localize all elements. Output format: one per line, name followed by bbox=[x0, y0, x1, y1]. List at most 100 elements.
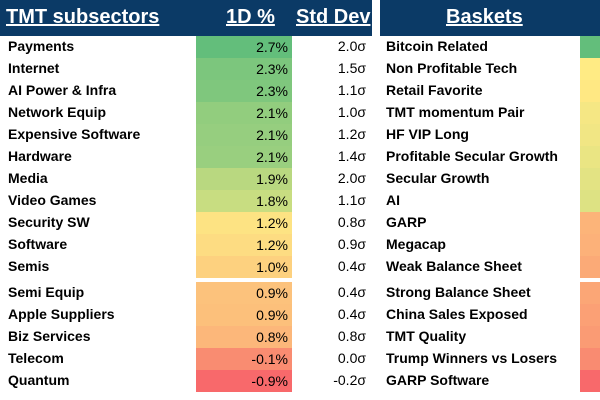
stddev-cell: 2.0σ bbox=[337, 38, 366, 54]
table-row: Telecom -0.1% 0.0σ bbox=[0, 348, 372, 370]
basket-change-swatch bbox=[580, 146, 600, 168]
change-cell: 1.2% bbox=[196, 212, 292, 234]
basket-change-swatch bbox=[580, 304, 600, 326]
basket-change-swatch bbox=[580, 168, 600, 190]
subsector-name: Biz Services bbox=[8, 328, 91, 344]
stddev-cell: 1.5σ bbox=[337, 60, 366, 76]
basket-name: Strong Balance Sheet bbox=[386, 284, 531, 300]
stddev-cell: -0.2σ bbox=[333, 372, 366, 388]
basket-name: GARP bbox=[386, 214, 427, 230]
table-row: Trump Winners vs Losers bbox=[380, 348, 600, 370]
change-cell: 2.3% bbox=[196, 80, 292, 102]
basket-name: TMT Quality bbox=[386, 328, 467, 344]
subsector-name: Payments bbox=[8, 38, 75, 54]
basket-name: China Sales Exposed bbox=[386, 306, 528, 322]
basket-change-swatch bbox=[580, 80, 600, 102]
table-row: China Sales Exposed bbox=[380, 304, 600, 326]
table-row: Profitable Secular Growth bbox=[380, 146, 600, 168]
table-row: Video Games 1.8% 1.1σ bbox=[0, 190, 372, 212]
table-row: Network Equip 2.1% 1.0σ bbox=[0, 102, 372, 124]
subsector-name: Network Equip bbox=[8, 104, 107, 120]
change-cell: 1.2% bbox=[196, 234, 292, 256]
stddev-cell: 0.8σ bbox=[337, 214, 366, 230]
subsector-name: Internet bbox=[8, 60, 60, 76]
subsector-name: Telecom bbox=[8, 350, 64, 366]
basket-change-swatch bbox=[580, 348, 600, 370]
basket-name: Retail Favorite bbox=[386, 82, 483, 98]
table-row: Media 1.9% 2.0σ bbox=[0, 168, 372, 190]
subsector-name: Quantum bbox=[8, 372, 70, 388]
change-cell: 2.7% bbox=[196, 36, 292, 58]
table-row: Payments 2.7% 2.0σ bbox=[0, 36, 372, 58]
subsector-name: AI Power & Infra bbox=[8, 82, 117, 98]
table-header: TMT subsectors 1D % Std Dev bbox=[0, 0, 372, 36]
subsector-name: Media bbox=[8, 170, 48, 186]
stddev-cell: 0.0σ bbox=[337, 350, 366, 366]
change-cell: 1.8% bbox=[196, 190, 292, 212]
stddev-cell: 2.0σ bbox=[337, 170, 366, 186]
basket-name: Bitcoin Related bbox=[386, 38, 488, 54]
basket-change-swatch bbox=[580, 234, 600, 256]
basket-change-swatch bbox=[580, 370, 600, 392]
table-row: Strong Balance Sheet bbox=[380, 282, 600, 304]
table-row: Expensive Software 2.1% 1.2σ bbox=[0, 124, 372, 146]
table-row: Megacap bbox=[380, 234, 600, 256]
table-row: Quantum -0.9% -0.2σ bbox=[0, 370, 372, 392]
basket-change-swatch bbox=[580, 256, 600, 278]
change-cell: 2.1% bbox=[196, 124, 292, 146]
subsector-rows: Payments 2.7% 2.0σ Internet 2.3% 1.5σ AI Power… bbox=[0, 36, 372, 392]
basket-name: Trump Winners vs Losers bbox=[386, 350, 558, 366]
subsector-name: Expensive Software bbox=[8, 126, 141, 142]
table-row: Apple Suppliers 0.9% 0.4σ bbox=[0, 304, 372, 326]
subsector-name: Security SW bbox=[8, 214, 90, 230]
basket-name: AI bbox=[386, 192, 400, 208]
table-row: GARP Software bbox=[380, 370, 600, 392]
header-baskets: Baskets bbox=[446, 6, 523, 28]
table-header: Baskets bbox=[380, 0, 600, 36]
table-row: Retail Favorite bbox=[380, 80, 600, 102]
header-subsectors: TMT subsectors bbox=[6, 6, 160, 28]
table-row: TMT Quality bbox=[380, 326, 600, 348]
basket-change-swatch bbox=[580, 124, 600, 146]
change-cell: 2.1% bbox=[196, 146, 292, 168]
table-row: Bitcoin Related bbox=[380, 36, 600, 58]
stddev-cell: 1.0σ bbox=[337, 104, 366, 120]
basket-name: Profitable Secular Growth bbox=[386, 148, 558, 164]
basket-name: Secular Growth bbox=[386, 170, 490, 186]
stddev-cell: 0.4σ bbox=[337, 306, 366, 322]
tmt-subsectors-table: TMT subsectors 1D % Std Dev Payments 2.7%… bbox=[0, 0, 372, 392]
table-row: Non Profitable Tech bbox=[380, 58, 600, 80]
basket-name: Megacap bbox=[386, 236, 446, 252]
header-std-dev: Std Dev bbox=[296, 6, 371, 28]
table-row: Weak Balance Sheet bbox=[380, 256, 600, 278]
basket-change-swatch bbox=[580, 58, 600, 80]
table-row: Secular Growth bbox=[380, 168, 600, 190]
change-cell: 0.9% bbox=[196, 282, 292, 304]
header-1d-change: 1D % bbox=[226, 6, 275, 28]
subsector-name: Hardware bbox=[8, 148, 72, 164]
stddev-cell: 1.4σ bbox=[337, 148, 366, 164]
basket-name: TMT momentum Pair bbox=[386, 104, 525, 120]
table-row: GARP bbox=[380, 212, 600, 234]
basket-change-swatch bbox=[580, 212, 600, 234]
stddev-cell: 0.8σ bbox=[337, 328, 366, 344]
stddev-cell: 0.9σ bbox=[337, 236, 366, 252]
subsector-name: Video Games bbox=[8, 192, 97, 208]
basket-name: Weak Balance Sheet bbox=[386, 258, 522, 274]
table-row: Software 1.2% 0.9σ bbox=[0, 234, 372, 256]
table-row: TMT momentum Pair bbox=[380, 102, 600, 124]
table-row: Internet 2.3% 1.5σ bbox=[0, 58, 372, 80]
stddev-cell: 0.4σ bbox=[337, 284, 366, 300]
change-cell: 2.1% bbox=[196, 102, 292, 124]
basket-name: HF VIP Long bbox=[386, 126, 469, 142]
table-row: Semis 1.0% 0.4σ bbox=[0, 256, 372, 278]
stddev-cell: 1.2σ bbox=[337, 126, 366, 142]
change-cell: -0.1% bbox=[196, 348, 292, 370]
baskets-table: Baskets Bitcoin Related Non Profitable Te… bbox=[380, 0, 600, 392]
basket-change-swatch bbox=[580, 190, 600, 212]
subsector-name: Apple Suppliers bbox=[8, 306, 115, 322]
table-row: Semi Equip 0.9% 0.4σ bbox=[0, 282, 372, 304]
basket-change-swatch bbox=[580, 326, 600, 348]
change-cell: 1.9% bbox=[196, 168, 292, 190]
change-cell: 1.0% bbox=[196, 256, 292, 278]
